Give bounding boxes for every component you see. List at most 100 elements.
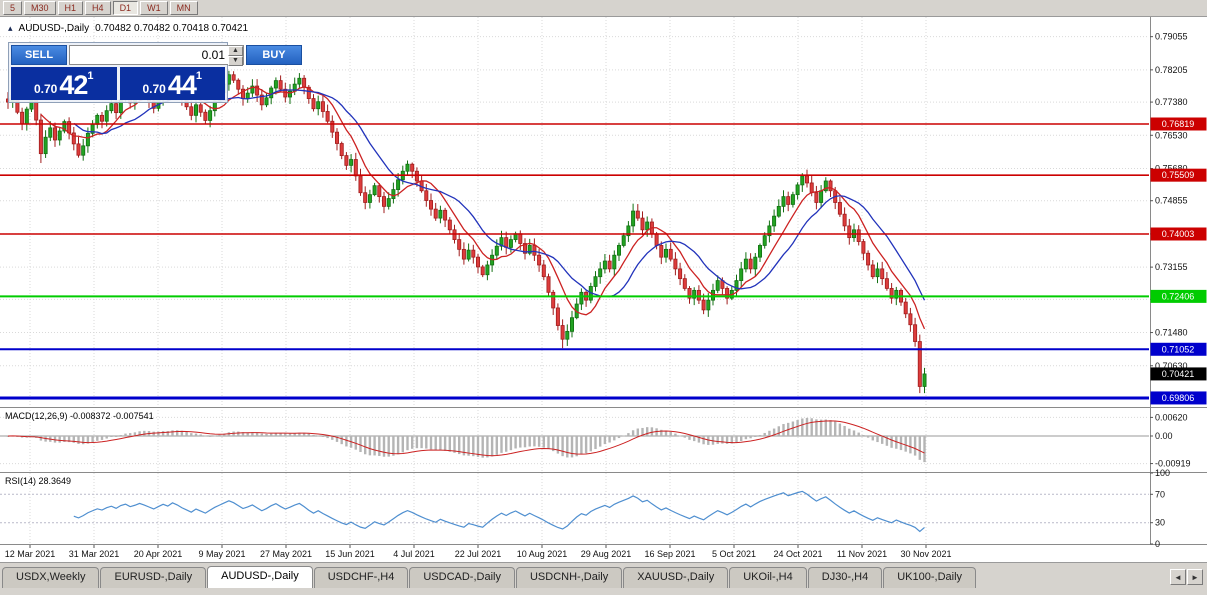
svg-text:0.71052: 0.71052 <box>1162 344 1195 354</box>
date-axis-label: 15 Jun 2021 <box>325 549 375 559</box>
period-button-w1[interactable]: W1 <box>140 1 168 15</box>
date-axis-label: 31 Mar 2021 <box>69 549 120 559</box>
trade-buttons-row: SELL ▲ ▼ BUY <box>11 45 302 66</box>
hline-price-tag: 0.69806 <box>1150 391 1207 405</box>
date-axis-label: 27 May 2021 <box>260 549 312 559</box>
lot-size-input[interactable] <box>70 46 228 64</box>
svg-text:0.74003: 0.74003 <box>1162 229 1195 239</box>
trade-prices-row: 0.70 42 1 0.70 44 1 <box>11 67 225 100</box>
buy-button[interactable]: BUY <box>246 45 302 65</box>
period-button-mn[interactable]: MN <box>169 1 198 15</box>
chart-tab-bar: USDX,Weekly EURUSD-,Daily AUDUSD-,Daily USD… <box>0 562 1207 595</box>
date-axis-label: 29 Aug 2021 <box>581 549 632 559</box>
period-button-m30[interactable]: M30 <box>24 1 56 15</box>
symbol-label: AUDUSD-,Daily <box>18 23 90 34</box>
pane-separators <box>0 17 1207 562</box>
current-price-tag: 0.70421 <box>1150 367 1207 381</box>
period-button-5[interactable]: 5 <box>3 1 23 15</box>
period-button-h4[interactable]: H4 <box>85 1 111 15</box>
chart-tabs: USDX,Weekly EURUSD-,Daily AUDUSD-,Daily USD… <box>2 566 1163 588</box>
chart-canvas[interactable]: 0.79055 0.78205 0.77380 0.76530 0.75680 0.748… <box>0 17 1207 562</box>
chart-area: 0.79055 0.78205 0.77380 0.76530 0.75680 0.748… <box>0 17 1207 562</box>
support-resistance-lines[interactable] <box>0 123 1149 400</box>
price-axis-label: 30 <box>1155 518 1165 528</box>
buy-price-pips: 44 <box>167 70 197 100</box>
ohlc-values: 0.70482 0.70482 0.70418 0.70421 <box>95 23 249 34</box>
buy-price-display[interactable]: 0.70 44 1 <box>119 67 225 100</box>
date-axis-label: 16 Sep 2021 <box>644 549 695 559</box>
rsi-indicator-label: RSI(14) 28.3649 <box>5 476 72 486</box>
buy-price-fraction: 1 <box>195 70 203 82</box>
macd-signal-line <box>7 420 925 457</box>
price-axis-label: 0.78205 <box>1155 65 1188 75</box>
price-axis-label: 0.76530 <box>1155 130 1188 140</box>
svg-text:0.75509: 0.75509 <box>1162 170 1195 180</box>
sell-price-pips: 42 <box>59 70 88 100</box>
price-axis-label: 0 <box>1155 539 1160 549</box>
price-axis-label: 0.00620 <box>1155 412 1188 422</box>
date-axis-label: 30 Nov 2021 <box>900 549 951 559</box>
chart-title: ▴ AUDUSD-,Daily 0.70482 0.70482 0.70418 … <box>8 23 248 34</box>
lot-increase-button[interactable]: ▲ <box>228 46 243 56</box>
hline-price-tag: 0.71052 <box>1150 342 1207 356</box>
svg-text:0.70421: 0.70421 <box>1162 369 1195 379</box>
sell-price-display[interactable]: 0.70 42 1 <box>11 67 117 100</box>
tab-usdchf-h4[interactable]: USDCHF-,H4 <box>313 567 409 588</box>
price-axis-label: 0.70630 <box>1155 361 1188 371</box>
hline-price-tag: 0.75509 <box>1150 168 1207 182</box>
tab-uk100-daily[interactable]: UK100-,Daily <box>883 567 977 588</box>
hline-price-tag: 0.76819 <box>1150 117 1207 131</box>
date-axis-label: 11 Nov 2021 <box>837 549 887 559</box>
price-axis-label: 0.71480 <box>1155 328 1188 338</box>
tab-usdx-weekly[interactable]: USDX,Weekly <box>2 567 100 588</box>
sell-price-base: 0.70 <box>33 82 58 96</box>
date-axis-label: 5 Oct 2021 <box>712 549 756 559</box>
svg-text:0.76819: 0.76819 <box>1162 119 1195 129</box>
price-axis-label: 0.73155 <box>1155 262 1188 272</box>
date-axis-label: 9 May 2021 <box>198 549 245 559</box>
collapse-trade-panel-icon[interactable]: ▴ <box>8 23 13 33</box>
price-axis-label: 0.74855 <box>1155 196 1188 206</box>
date-axis-label: 24 Oct 2021 <box>773 549 822 559</box>
date-axis-label: 4 Jul 2021 <box>393 549 435 559</box>
tab-dj30-h4[interactable]: DJ30-,H4 <box>807 567 883 588</box>
date-axis-label: 10 Aug 2021 <box>517 549 568 559</box>
price-axis-label: 70 <box>1155 489 1165 499</box>
sell-button[interactable]: SELL <box>11 45 67 65</box>
sell-price-fraction: 1 <box>87 70 94 82</box>
buy-price-base: 0.70 <box>142 82 166 96</box>
tab-usdcad-daily[interactable]: USDCAD-,Daily <box>409 567 515 588</box>
date-axis-label: 20 Apr 2021 <box>134 549 183 559</box>
lot-size-control: ▲ ▼ <box>69 45 244 66</box>
price-axis-label: 0.77380 <box>1155 97 1188 107</box>
date-axis-label: 12 Mar 2021 <box>5 549 56 559</box>
price-axis-label: 100 <box>1155 468 1170 478</box>
hline-price-tag: 0.74003 <box>1150 227 1207 241</box>
price-axis-label: 0.79055 <box>1155 32 1188 42</box>
one-click-trading-panel: SELL ▲ ▼ BUY 0.70 42 1 0.70 <box>8 42 302 103</box>
svg-text:0.72406: 0.72406 <box>1162 291 1195 301</box>
tab-audusd-daily[interactable]: AUDUSD-,Daily <box>207 566 313 588</box>
period-button-d1[interactable]: D1 <box>112 1 139 15</box>
tab-xauusd-daily[interactable]: XAUUSD-,Daily <box>623 567 729 588</box>
tab-ukoil-h4[interactable]: UKOil-,H4 <box>729 567 807 588</box>
date-axis-label: 22 Jul 2021 <box>455 549 502 559</box>
lot-spinner: ▲ ▼ <box>228 46 243 66</box>
hline-price-tag: 0.72406 <box>1150 289 1207 303</box>
macd-indicator-label: MACD(12,26,9) -0.008372 -0.007541 <box>5 411 154 421</box>
tab-scroll-right-button[interactable]: ► <box>1187 569 1203 585</box>
svg-text:0.69806: 0.69806 <box>1162 393 1195 403</box>
price-axis-label: -0.00919 <box>1155 459 1191 469</box>
rsi-line <box>0 490 1149 533</box>
price-axis-label: 0.75680 <box>1155 163 1188 173</box>
tab-usdcnh-daily[interactable]: USDCNH-,Daily <box>515 567 623 588</box>
tab-eurusd-daily[interactable]: EURUSD-,Daily <box>100 567 207 588</box>
date-axis: 12 Mar 2021 31 Mar 2021 20 Apr 2021 9 May 2… <box>5 545 952 559</box>
tab-scroll-controls: ◄ ► <box>1170 569 1203 585</box>
timeframe-toolbar: 5 M30 H1 H4 D1 W1 MN <box>0 0 1207 17</box>
tab-scroll-left-button[interactable]: ◄ <box>1170 569 1186 585</box>
period-button-h1[interactable]: H1 <box>57 1 84 15</box>
price-axis-label: 0.00 <box>1155 431 1173 441</box>
lot-decrease-button[interactable]: ▼ <box>228 56 243 66</box>
